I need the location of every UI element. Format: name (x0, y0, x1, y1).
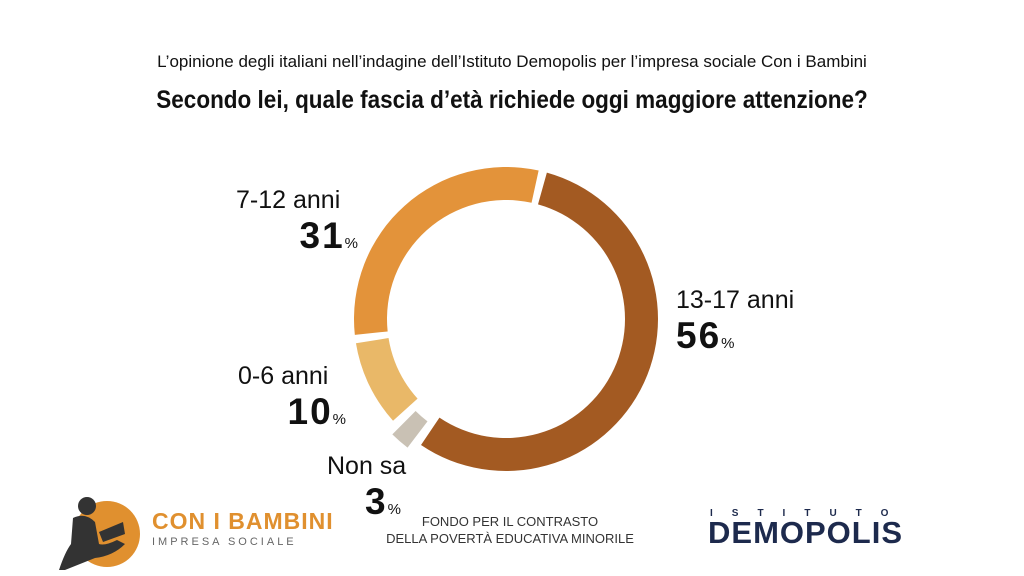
slice-non-sa (392, 410, 428, 448)
demopolis-logo-top: ISTITUTO (710, 508, 908, 519)
label-non-sa: Non sa 3% (327, 452, 406, 523)
label-non-sa-name: Non sa (327, 452, 407, 480)
label-0-6-name: 0-6 anni (238, 362, 329, 390)
fund-text: FONDO PER IL CONTRASTO DELLA POVERTÀ EDU… (330, 513, 690, 547)
label-7-12-pct: % (344, 235, 358, 252)
chart-subtitle: L’opinione degli italiani nell’indagine … (157, 52, 867, 71)
chart-title: Secondo lei, quale fascia d’età richiede… (156, 86, 868, 114)
label-13-17-value: 56 (676, 315, 722, 356)
slice-7-12 (354, 166, 539, 335)
label-non-sa-value: 3 (365, 481, 388, 522)
label-0-6-value: 10 (287, 391, 333, 432)
label-0-6: 0-6 anni 10% (238, 362, 346, 433)
fund-line-1: FONDO PER IL CONTRASTO (421, 514, 599, 529)
label-non-sa-pct: % (387, 501, 401, 518)
slice-13-17 (421, 172, 659, 472)
demopolis-logo-main: DEMOPOLIS (708, 515, 904, 550)
child-reading-icon (59, 497, 125, 570)
label-7-12-name: 7-12 anni (236, 186, 341, 214)
con-i-bambini-logo (55, 497, 295, 572)
label-13-17: 13-17 anni 56% (676, 286, 794, 357)
label-13-17-pct: % (721, 335, 735, 352)
label-7-12-value: 31 (299, 215, 345, 256)
brand-name: CON I BAMBINI (152, 508, 334, 534)
slice-0-6 (355, 338, 418, 421)
label-0-6-pct: % (332, 411, 346, 428)
brand-subtitle: IMPRESA SOCIALE (152, 536, 297, 548)
label-13-17-name: 13-17 anni (676, 286, 795, 314)
label-7-12: 7-12 anni 31% (236, 186, 358, 257)
fund-line-2: DELLA POVERTÀ EDUCATIVA MINORILE (386, 531, 634, 546)
